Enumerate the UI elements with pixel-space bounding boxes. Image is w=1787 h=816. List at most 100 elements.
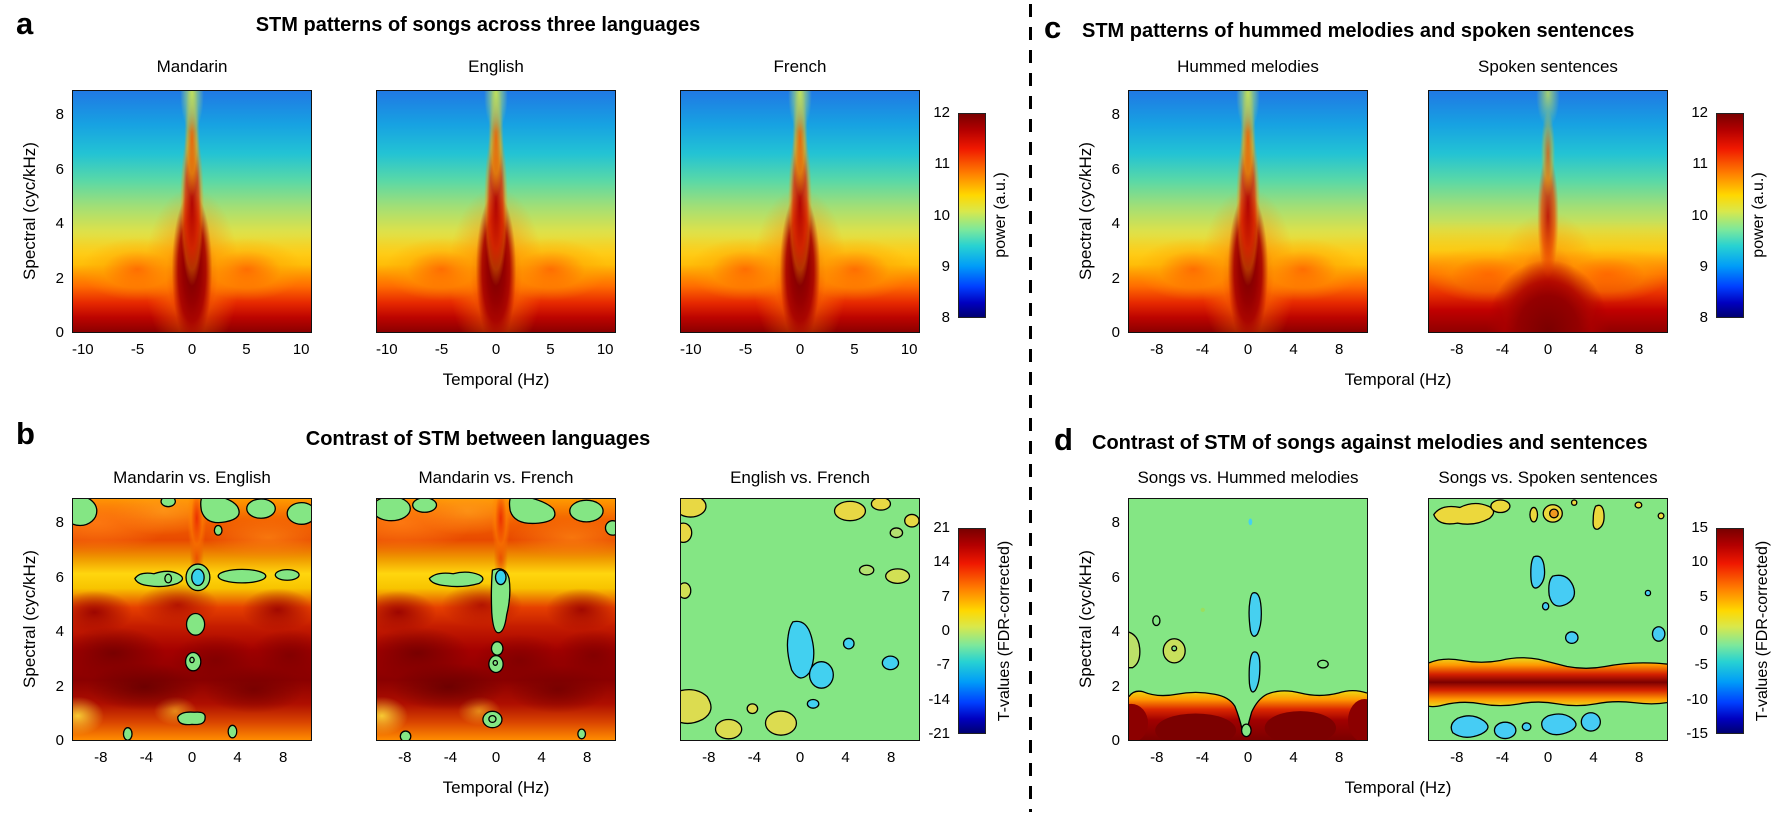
y-tick: 8 <box>1111 514 1120 531</box>
x-tick: 8 <box>583 749 592 766</box>
x-tick: -10 <box>375 341 398 358</box>
subplot-title-english-vs-french: English vs. French <box>730 468 870 487</box>
heatmap-contrast-songs-vs-spoken <box>1428 498 1668 741</box>
colorbar-tick: -14 <box>928 691 950 708</box>
x-axis-ticks-french: -10 -5 0 5 10 <box>680 341 920 361</box>
colorbar-tick: 0 <box>941 622 950 639</box>
x-tick: -8 <box>398 749 412 766</box>
x-axis-ticks-b1: -8 -4 0 4 8 <box>72 749 312 769</box>
y-axis-label-c: Spectral (cyc/kHz) <box>1076 142 1095 280</box>
heatmap-songs-french <box>680 90 920 333</box>
colorbar-label-power-c: power (a.u.) <box>1750 172 1767 258</box>
heatmap-contrast-songs-vs-hummed <box>1128 498 1368 741</box>
x-tick: 5 <box>546 341 555 358</box>
x-tick: 0 <box>1243 749 1253 766</box>
x-tick: 4 <box>841 749 850 766</box>
contour-overlay <box>73 499 311 740</box>
x-axis-ticks-english: -10 -5 0 5 10 <box>376 341 616 361</box>
y-tick: 0 <box>1111 732 1120 749</box>
subplot-title-french: French <box>773 57 827 76</box>
x-tick: 4 <box>537 749 546 766</box>
panel-divider-dashed-line <box>1029 4 1032 812</box>
colorbar-tick: 9 <box>1699 258 1708 275</box>
x-axis-ticks-b3: -8 -4 0 4 8 <box>680 749 920 769</box>
y-tick: 8 <box>1111 106 1120 123</box>
colorbar-label-tvalues-d: T-values (FDR-corrected) <box>1754 540 1771 722</box>
contour-overlay <box>377 499 615 740</box>
y-tick: 4 <box>1111 215 1120 232</box>
colorbar-power-a <box>958 113 986 318</box>
x-tick: -8 <box>1450 341 1464 358</box>
subplot-title-hummed-melodies: Hummed melodies <box>1177 57 1319 76</box>
x-axis-ticks-mandarin: -10 -5 0 5 10 <box>72 341 312 361</box>
x-tick: 8 <box>887 749 896 766</box>
x-tick: -4 <box>1195 749 1210 766</box>
colorbar-tick: 12 <box>933 104 950 121</box>
x-tick: 0 <box>795 749 805 766</box>
subplot-title-mandarin-vs-english: Mandarin vs. English <box>113 468 271 487</box>
x-tick: -5 <box>738 341 753 358</box>
x-tick: 8 <box>1335 749 1344 766</box>
x-axis-label-c: Temporal (Hz) <box>1344 370 1452 389</box>
x-axis-ticks-d1: -8 -4 0 4 8 <box>1128 749 1368 769</box>
panel-title-c: STM patterns of hummed melodies and spok… <box>1082 20 1635 42</box>
y-tick: 0 <box>55 324 64 341</box>
x-tick: -5 <box>434 341 449 358</box>
y-tick: 4 <box>55 623 64 640</box>
x-tick: 8 <box>1635 749 1644 766</box>
x-tick: 8 <box>1635 341 1644 358</box>
colorbar-tick: 5 <box>1699 588 1708 605</box>
y-tick: 2 <box>1111 678 1120 695</box>
colorbar-tick: 8 <box>1699 309 1708 326</box>
x-tick: 0 <box>187 341 197 358</box>
colorbar-label-power-a: power (a.u.) <box>992 172 1009 258</box>
subplot-title-songs-vs-spoken: Songs vs. Spoken sentences <box>1438 468 1658 487</box>
x-axis-ticks-b2: -8 -4 0 4 8 <box>376 749 616 769</box>
y-axis-label-d: Spectral (cyc/kHz) <box>1076 550 1095 688</box>
x-tick: -8 <box>94 749 108 766</box>
x-tick: -4 <box>747 749 762 766</box>
x-axis-ticks-hummed: -8 -4 0 4 8 <box>1128 341 1368 361</box>
subplot-title-songs-vs-hummed: Songs vs. Hummed melodies <box>1137 468 1359 487</box>
colorbar-tick: 7 <box>941 588 950 605</box>
x-tick: 5 <box>850 341 859 358</box>
y-axis-label-b: Spectral (cyc/kHz) <box>20 550 39 688</box>
x-tick: 4 <box>1589 749 1598 766</box>
x-tick: 4 <box>1589 341 1598 358</box>
panel-label-a: a <box>16 6 34 41</box>
colorbar-tick: -5 <box>1694 656 1708 673</box>
x-axis-label-d: Temporal (Hz) <box>1344 778 1452 797</box>
x-tick: -5 <box>130 341 145 358</box>
subplot-title-mandarin-vs-french: Mandarin vs. French <box>418 468 574 487</box>
heatmap-contrast-mandarin-vs-french <box>376 498 616 741</box>
y-tick: 6 <box>1111 569 1120 586</box>
x-tick: 0 <box>1243 341 1253 358</box>
colorbar-tick: 12 <box>1691 104 1708 121</box>
y-tick: 0 <box>55 732 64 749</box>
x-axis-label-a: Temporal (Hz) <box>442 370 550 389</box>
x-tick: -8 <box>1150 749 1164 766</box>
x-axis-label-b: Temporal (Hz) <box>442 778 550 797</box>
x-tick: 4 <box>1289 341 1298 358</box>
colorbar-tvalues-d <box>1716 528 1744 734</box>
x-tick: -4 <box>1495 749 1510 766</box>
y-tick: 2 <box>55 270 64 287</box>
x-tick: -8 <box>1150 341 1164 358</box>
panel-title-a: STM patterns of songs across three langu… <box>255 14 701 36</box>
x-tick: -10 <box>679 341 702 358</box>
colorbar-tick: -7 <box>936 656 950 673</box>
x-tick: 0 <box>491 749 501 766</box>
x-tick: 10 <box>292 341 310 358</box>
x-tick: 8 <box>1335 341 1344 358</box>
x-tick: 4 <box>1289 749 1298 766</box>
panel-label-b: b <box>16 416 35 451</box>
x-tick: 0 <box>1543 341 1553 358</box>
x-axis-ticks-d2: -8 -4 0 4 8 <box>1428 749 1668 769</box>
x-tick: -8 <box>1450 749 1464 766</box>
colorbar-tick: -21 <box>928 725 950 742</box>
y-tick: 6 <box>55 569 64 586</box>
x-tick: -8 <box>702 749 716 766</box>
colorbar-power-c <box>1716 113 1744 318</box>
x-tick: 5 <box>242 341 251 358</box>
x-tick: 0 <box>491 341 501 358</box>
